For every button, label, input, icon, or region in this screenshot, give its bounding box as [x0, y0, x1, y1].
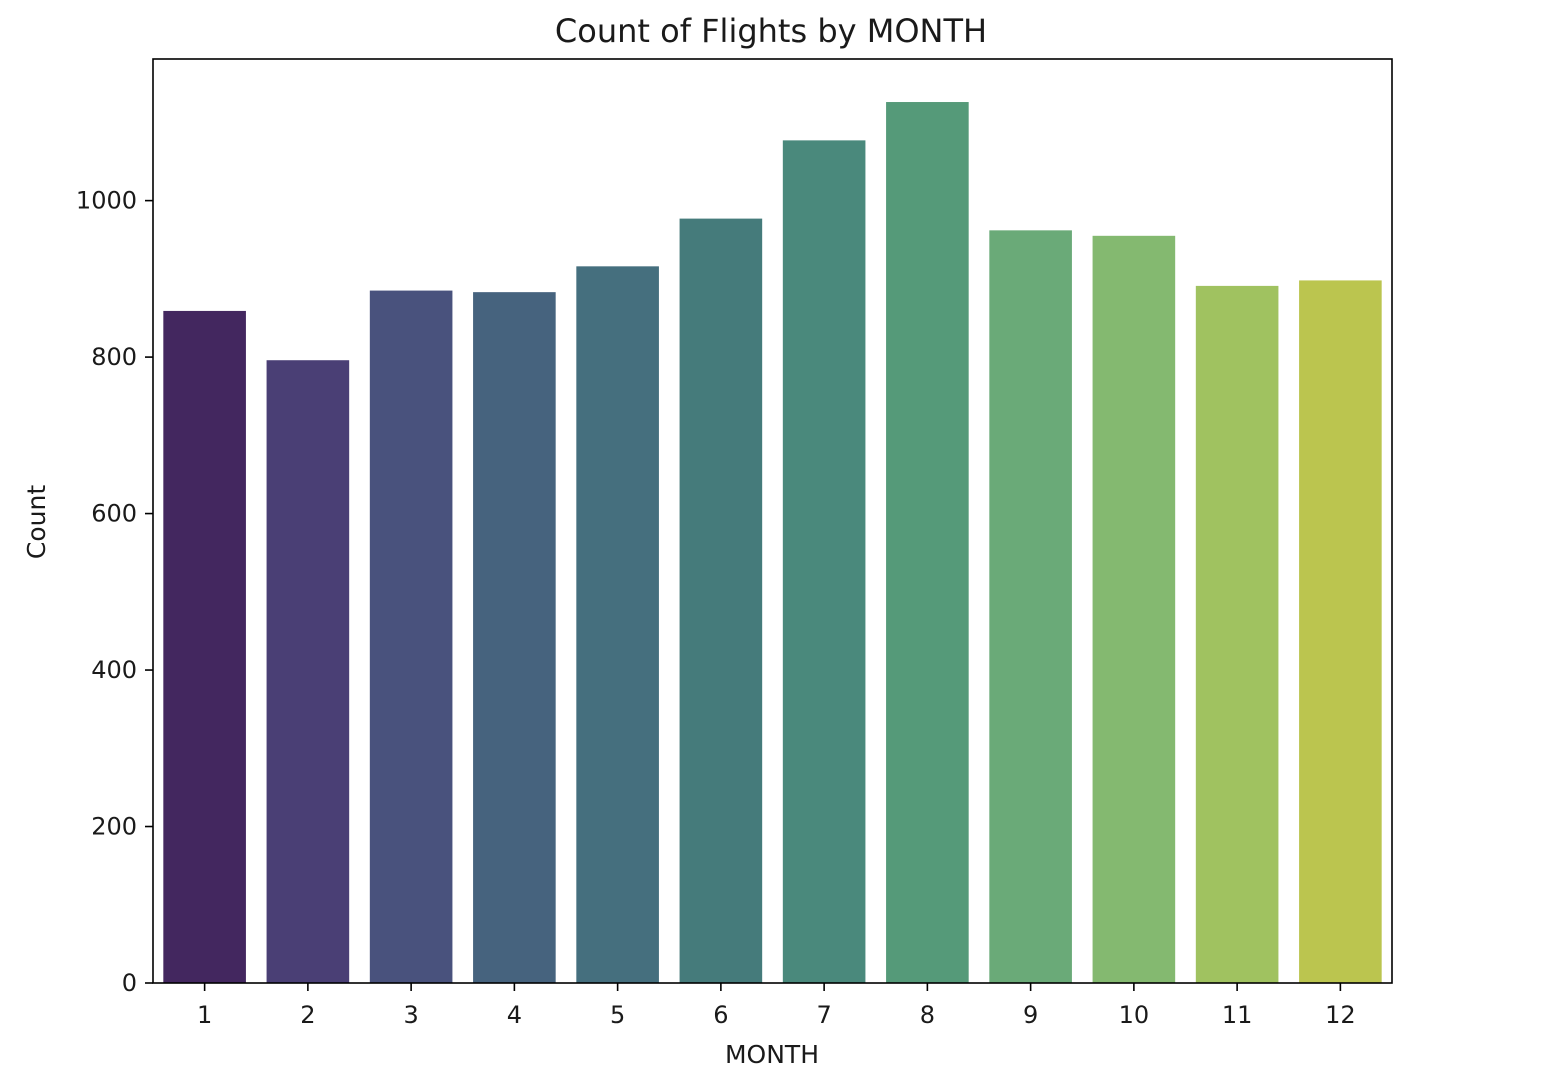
- x-tick-label: 11: [1222, 1001, 1253, 1029]
- bar-month-5: [576, 266, 659, 983]
- plot-frame: [152, 58, 1393, 984]
- y-tick-label: 600: [91, 500, 137, 528]
- x-tick-label: 3: [403, 1001, 418, 1029]
- bar-month-3: [369, 290, 453, 983]
- bar-month-12: [1299, 280, 1382, 983]
- x-axis: 1 2 3 4 5 6 7 8 9 10 11 12: [197, 983, 1356, 1029]
- x-tick-label: 9: [1023, 1001, 1038, 1029]
- bar-month-2: [266, 360, 350, 983]
- bar-month-11: [1195, 285, 1279, 983]
- bar-month-1: [163, 310, 246, 984]
- y-tick-label: 400: [91, 656, 137, 684]
- bar-month-9: [989, 230, 1072, 984]
- x-tick-label: 12: [1325, 1001, 1356, 1029]
- x-tick-label: 2: [300, 1001, 315, 1029]
- x-tick-label: 1: [197, 1001, 212, 1029]
- bar-month-6: [679, 218, 763, 983]
- bar-month-10: [1092, 235, 1176, 983]
- x-tick-label: 5: [610, 1001, 625, 1029]
- y-tick-label: 0: [122, 969, 137, 997]
- y-axis: 0 200 400 600 800 1000: [76, 187, 153, 997]
- x-axis-label: MONTH: [725, 1040, 819, 1069]
- x-tick-label: 6: [713, 1001, 728, 1029]
- y-tick-label: 800: [91, 343, 137, 371]
- bar-group: [163, 102, 1382, 984]
- y-tick-label: 200: [91, 813, 137, 841]
- bar-month-4: [473, 292, 556, 983]
- bar-month-7: [782, 140, 866, 983]
- x-tick-label: 7: [816, 1001, 831, 1029]
- bar-month-8: [886, 102, 969, 984]
- chart-title: Count of Flights by MONTH: [555, 12, 987, 50]
- x-tick-label: 8: [920, 1001, 935, 1029]
- x-tick-label: 10: [1119, 1001, 1150, 1029]
- x-tick-label: 4: [507, 1001, 522, 1029]
- y-tick-label: 1000: [76, 187, 137, 215]
- y-axis-label: Count: [22, 485, 51, 559]
